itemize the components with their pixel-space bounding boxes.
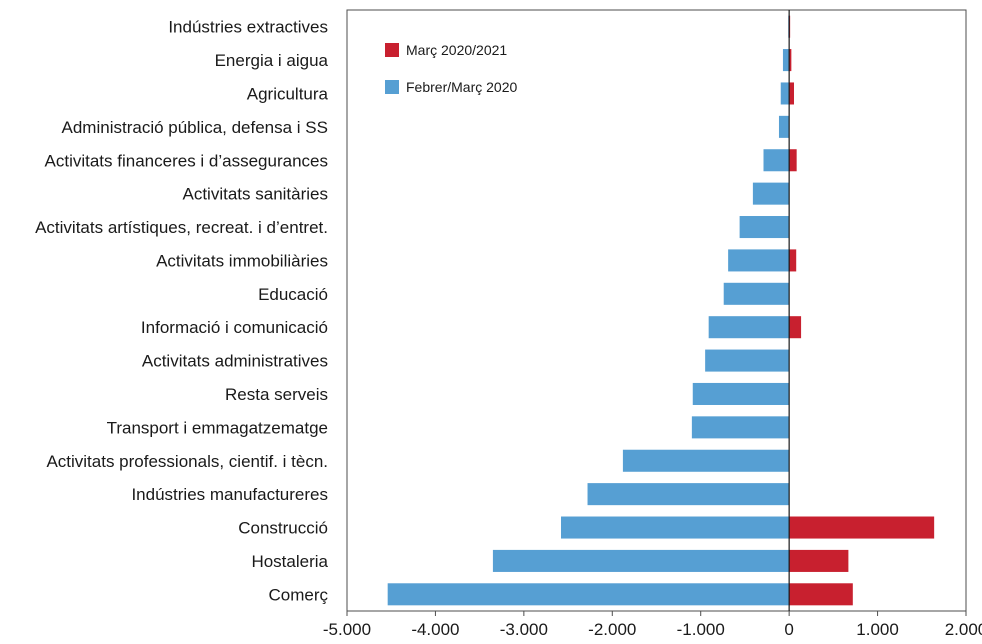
bar-febrer-marc-2020-5 — [752, 182, 790, 205]
category-label: Activitats professionals, cientif. i tèc… — [46, 452, 328, 471]
x-tick-label: -2.000 — [588, 620, 636, 639]
category-labels: Indústries extractives Energia i aigua Agr… — [35, 18, 328, 605]
bar-marc-2020-2021-7 — [789, 249, 797, 272]
category-label: Transport i emmagatzematge — [107, 418, 328, 437]
category-label: Agricultura — [247, 84, 329, 103]
category-label: Energia i aigua — [215, 51, 329, 70]
bar-febrer-marc-2020-13 — [622, 449, 790, 472]
category-label: Construcció — [238, 519, 328, 538]
bars-layer — [387, 15, 935, 606]
x-axis: -5.000 -4.000 -3.000 -2.000 -1.000 0 1.000 2.00… — [323, 9, 982, 639]
bar-marc-2020-2021-17 — [789, 583, 853, 606]
category-label: Hostaleria — [251, 552, 328, 571]
bar-febrer-marc-2020-3 — [778, 115, 790, 138]
plot-frame — [346, 9, 967, 612]
bar-febrer-marc-2020-1 — [782, 49, 790, 72]
legend-label: Febrer/Març 2020 — [406, 79, 517, 95]
bar-febrer-marc-2020-8 — [723, 282, 790, 305]
category-label: Activitats administratives — [142, 352, 328, 371]
legend: Març 2020/2021 Febrer/Març 2020 — [385, 42, 517, 95]
x-tick-label: 1.000 — [856, 620, 899, 639]
category-label: Activitats artístiques, recreat. i d’ent… — [35, 218, 328, 237]
x-tick-label: -4.000 — [411, 620, 459, 639]
legend-swatch — [385, 80, 399, 94]
bar-febrer-marc-2020-6 — [739, 216, 790, 239]
bar-marc-2020-2021-9 — [789, 316, 802, 339]
bar-febrer-marc-2020-9 — [708, 316, 790, 339]
category-label: Activitats financeres i d’assegurances — [45, 151, 328, 170]
category-label: Indústries manufactureres — [131, 485, 328, 504]
x-tick-label: 2.000 — [945, 620, 982, 639]
legend-label: Març 2020/2021 — [406, 42, 507, 58]
x-tick-label: -5.000 — [323, 620, 371, 639]
bar-febrer-marc-2020-11 — [692, 382, 790, 405]
bar-marc-2020-2021-4 — [789, 149, 797, 172]
bar-febrer-marc-2020-10 — [705, 349, 790, 372]
category-label: Educació — [258, 285, 328, 304]
category-label: Administració pública, defensa i SS — [62, 118, 328, 137]
category-label: Comerç — [268, 585, 328, 604]
bar-febrer-marc-2020-4 — [763, 149, 790, 172]
x-tick-label: 0 — [784, 620, 793, 639]
bar-febrer-marc-2020-14 — [587, 483, 790, 506]
bar-febrer-marc-2020-12 — [691, 416, 790, 439]
bar-febrer-marc-2020-2 — [780, 82, 790, 105]
category-label: Activitats sanitàries — [183, 185, 329, 204]
bar-febrer-marc-2020-7 — [728, 249, 790, 272]
x-tick-label: -3.000 — [500, 620, 548, 639]
legend-swatch — [385, 43, 399, 57]
bar-febrer-marc-2020-15 — [561, 516, 790, 539]
bar-marc-2020-2021-15 — [789, 516, 935, 539]
bar-marc-2020-2021-1 — [789, 49, 792, 72]
bar-febrer-marc-2020-17 — [387, 583, 790, 606]
category-label: Activitats immobiliàries — [156, 251, 328, 270]
category-label: Indústries extractives — [168, 18, 328, 37]
category-label: Resta serveis — [225, 385, 328, 404]
bar-marc-2020-2021-16 — [789, 549, 849, 572]
category-label: Informació i comunicació — [141, 318, 328, 337]
bar-febrer-marc-2020-16 — [492, 549, 790, 572]
bar-marc-2020-2021-2 — [789, 82, 794, 105]
x-tick-label: -1.000 — [677, 620, 725, 639]
